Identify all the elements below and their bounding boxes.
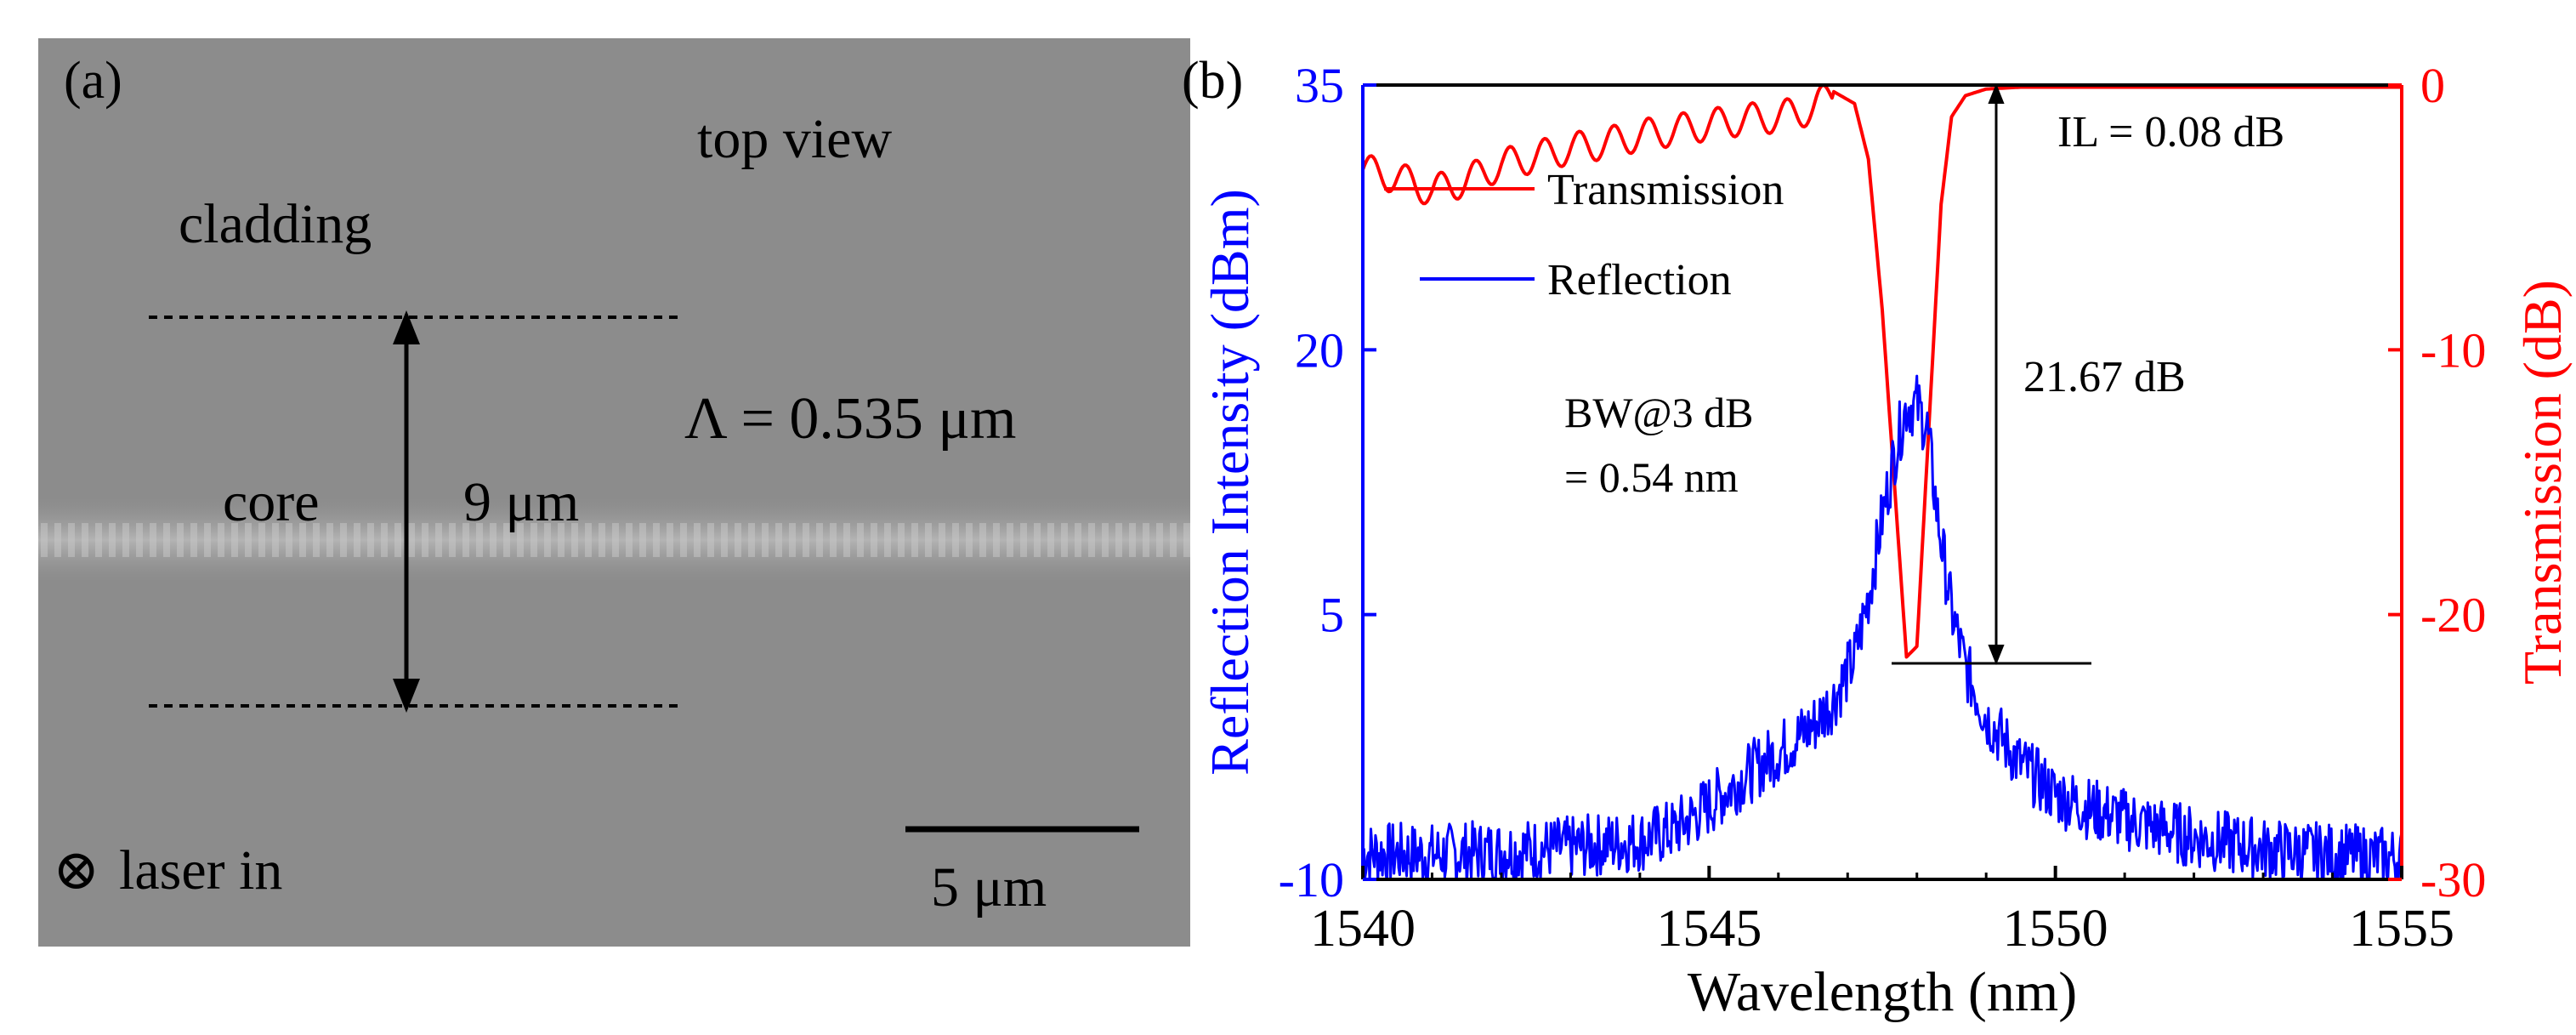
period-label: Λ = 0.535 μm [684, 386, 1016, 452]
sem-image-background [38, 38, 1190, 947]
x-tick-label: 1550 [2003, 900, 2108, 958]
annotation-extinction: 21.67 dB [2023, 353, 2186, 401]
left-y-tick-label: 35 [1295, 58, 1344, 113]
series-reflection-line [1363, 374, 2402, 879]
left-y-tick-label: 20 [1295, 322, 1344, 378]
grating-pattern [38, 523, 1190, 557]
panel-b-label: (b) [1182, 52, 1243, 110]
core-label: core [223, 471, 320, 533]
right-y-ticks: -30 -20 -10 0 [2388, 58, 2486, 907]
laser-in-icon: ⊗ [53, 839, 99, 901]
laser-in-label: laser in [119, 839, 282, 901]
annotation-bandwidth: BW@3 dB [1564, 389, 1753, 436]
annotations: IL = 0.08 dB 21.67 dB BW@3 dB = 0.54 nm [1564, 83, 2284, 665]
right-y-tick-label: 0 [2420, 58, 2445, 113]
plot-marks [1363, 85, 2402, 879]
right-y-tick-label: -10 [2420, 322, 2486, 378]
annotation-bandwidth-value: = 0.54 nm [1564, 453, 1739, 501]
annotation-insertion-loss: IL = 0.08 dB [2057, 108, 2284, 156]
legend-label-reflection: Reflection [1547, 256, 1732, 304]
left-y-axis-label: Reflection Intensity (dBm) [1200, 189, 1260, 776]
right-y-axis-label: Transmission (dB) [2512, 280, 2573, 685]
right-y-tick-label: -30 [2420, 852, 2486, 907]
left-y-tick-label: 5 [1319, 588, 1344, 643]
right-y-tick-label: -20 [2420, 588, 2486, 643]
panel-b: (b) 1540 1545 1550 1555 -10 5 20 35 -30 -20 -10 0… [1182, 52, 2573, 1023]
top-view-label: top view [697, 108, 892, 170]
series-transmission-line [1363, 85, 2402, 659]
scale-bar-label: 5 μm [931, 856, 1047, 918]
x-axis-label: Wavelength (nm) [1688, 961, 2077, 1023]
panel-a: (a) top view cladding core 9 μm Λ = 0.53… [38, 38, 1190, 947]
x-ticks: 1540 1545 1550 1555 [1310, 866, 2454, 958]
core-width-label: 9 μm [463, 471, 579, 533]
panel-a-label: (a) [64, 52, 122, 110]
left-y-ticks: -10 5 20 35 [1279, 58, 1376, 907]
x-tick-label: 1540 [1310, 900, 1416, 958]
x-tick-label: 1555 [2349, 900, 2454, 958]
x-tick-label: 1545 [1656, 900, 1762, 958]
cladding-label: cladding [179, 193, 372, 255]
legend-label-transmission: Transmission [1547, 166, 1784, 214]
left-y-tick-label: -10 [1279, 852, 1344, 907]
legend: Transmission Reflection [1384, 166, 1784, 304]
